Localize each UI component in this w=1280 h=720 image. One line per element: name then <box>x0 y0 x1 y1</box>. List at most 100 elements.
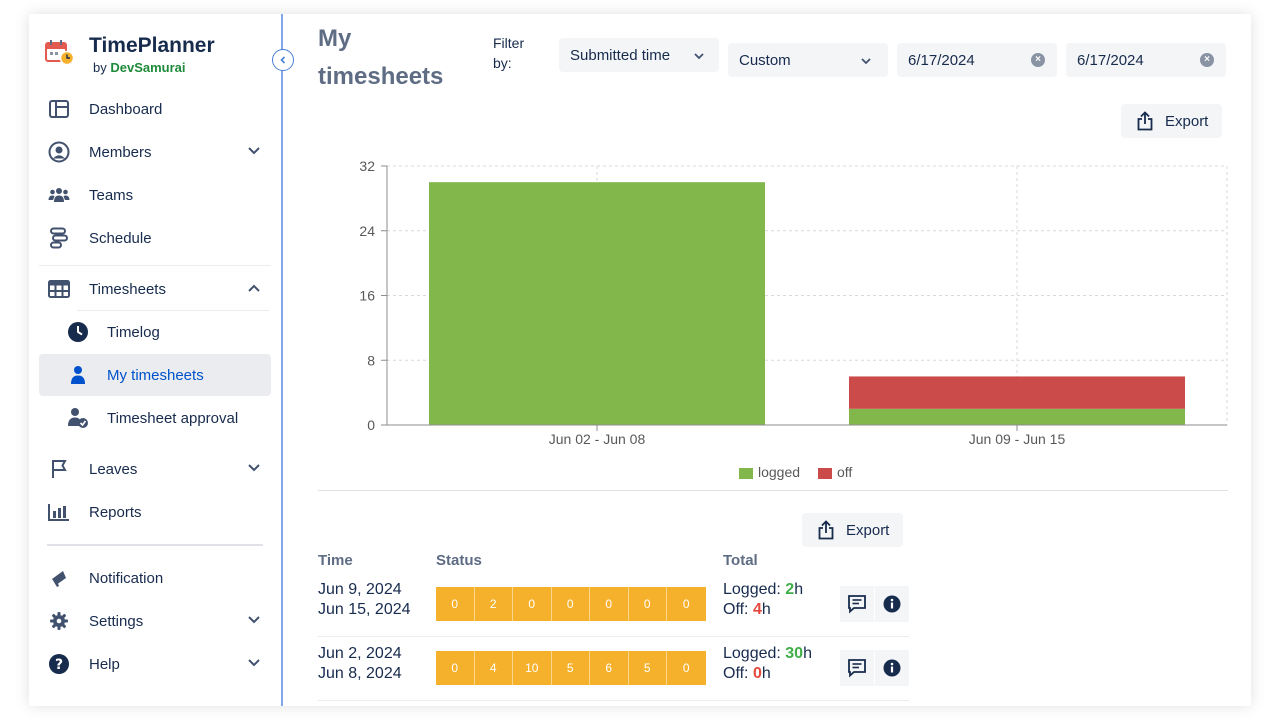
bar-chart-icon <box>48 501 70 523</box>
date-to-input[interactable]: 6/17/2024 × <box>1066 43 1226 77</box>
y-tick-label: 8 <box>367 352 375 368</box>
share-export-icon <box>818 520 834 540</box>
status-day-cell[interactable]: 5 <box>551 651 590 685</box>
nav-timesheets-label: Timesheets <box>89 280 166 298</box>
row-start-date: Jun 9, 2024 <box>318 581 402 598</box>
brand[interactable]: TimePlanner by DevSamurai <box>45 34 215 75</box>
status-day-cell[interactable]: 10 <box>513 651 552 685</box>
chart-export-button[interactable]: Export <box>1121 104 1223 138</box>
nav-help[interactable]: ? Help <box>39 644 271 684</box>
range-select[interactable]: Custom <box>728 43 888 77</box>
info-button[interactable] <box>875 650 909 686</box>
clear-icon[interactable]: × <box>1031 53 1045 67</box>
nav-timelog[interactable]: Timelog <box>39 312 271 352</box>
nav-timelog-label: Timelog <box>107 323 160 341</box>
y-tick-label: 16 <box>359 288 375 304</box>
clear-icon[interactable]: × <box>1200 53 1214 67</box>
subnav-divider <box>77 310 269 311</box>
status-cells: 0 4 10 5 6 5 0 <box>436 651 706 685</box>
status-day-cell[interactable]: 0 <box>667 587 706 621</box>
table-export-button[interactable]: Export <box>802 513 904 547</box>
nav-settings[interactable]: Settings <box>39 601 271 641</box>
info-icon <box>883 659 901 677</box>
status-day-cell[interactable]: 0 <box>628 587 667 621</box>
bar-off <box>849 376 1185 409</box>
off-total: Off: 4h <box>723 601 771 618</box>
range-value: Custom <box>739 51 791 69</box>
comment-icon <box>848 595 866 614</box>
column-header-time: Time <box>318 552 353 569</box>
brand-by-label: by <box>93 60 107 75</box>
chevron-up-icon[interactable] <box>247 281 261 299</box>
nav-timesheets[interactable]: Timesheets <box>39 269 271 309</box>
schedule-icon <box>48 227 70 249</box>
status-day-cell[interactable]: 0 <box>513 587 552 621</box>
chevron-down-icon[interactable] <box>247 144 261 162</box>
chevron-left-icon <box>280 56 286 64</box>
help-circle-icon: ? <box>48 653 70 675</box>
column-header-total: Total <box>723 552 758 569</box>
nav-teams[interactable]: Teams <box>39 175 271 215</box>
table-row[interactable]: Jun 2, 2024 Jun 8, 2024 0 4 10 5 6 5 0 Logged: 30… <box>318 636 909 700</box>
y-tick-label: 0 <box>367 417 375 433</box>
table-grid-icon <box>48 278 70 300</box>
x-tick-label: Jun 09 - Jun 15 <box>969 431 1066 447</box>
user-circle-icon <box>48 141 70 163</box>
row-date-range: Jun 2, 2024 Jun 8, 2024 <box>318 644 402 684</box>
chevron-down-icon <box>860 54 872 71</box>
timesheet-bar-chart: 0 8 16 24 32 Jun 02 - Jun 08 Jun 09 - Jun 15 lo… <box>359 158 1228 480</box>
nav-schedule[interactable]: Schedule <box>39 218 271 258</box>
row-divider <box>318 700 909 701</box>
chevron-down-icon[interactable] <box>247 656 261 674</box>
sidebar-collapse-button[interactable] <box>272 49 294 71</box>
nav-my-timesheets[interactable]: My timesheets <box>39 354 271 396</box>
nav-reports-label: Reports <box>89 503 142 521</box>
chevron-down-icon[interactable] <box>247 461 261 479</box>
nav-schedule-label: Schedule <box>89 229 152 247</box>
nav-reports[interactable]: Reports <box>39 492 271 532</box>
nav-notification-label: Notification <box>89 569 164 587</box>
calendar-clock-logo-icon <box>45 40 75 66</box>
status-day-cell[interactable]: 4 <box>474 651 513 685</box>
nav-members[interactable]: Members <box>39 132 271 172</box>
gear-icon <box>48 610 70 632</box>
page-title: My timesheets <box>318 25 444 90</box>
nav-timesheet-approval-label: Timesheet approval <box>107 409 239 427</box>
legend-label-logged: logged <box>758 464 800 480</box>
y-tick-label: 24 <box>359 223 375 239</box>
info-button[interactable] <box>875 586 909 622</box>
nav-dashboard[interactable]: Dashboard <box>39 89 271 129</box>
comment-icon <box>848 659 866 678</box>
status-day-cell[interactable]: 6 <box>590 651 629 685</box>
table-export-label: Export <box>846 521 890 539</box>
megaphone-icon <box>48 567 70 589</box>
date-from-input[interactable]: 6/17/2024 × <box>897 43 1057 77</box>
dashboard-icon <box>48 98 70 120</box>
row-end-date: Jun 15, 2024 <box>318 601 411 618</box>
status-day-cell[interactable]: 0 <box>436 651 475 685</box>
chevron-down-icon[interactable] <box>247 613 261 631</box>
filter-type-value: Submitted time <box>570 46 671 64</box>
comment-button[interactable] <box>840 586 874 622</box>
status-day-cell[interactable]: 5 <box>628 651 667 685</box>
status-day-cell[interactable]: 2 <box>474 587 513 621</box>
brand-company: DevSamurai <box>110 60 186 75</box>
row-total: Logged: 2h Off: 4h <box>723 580 803 620</box>
comment-button[interactable] <box>840 650 874 686</box>
row-divider <box>318 636 909 637</box>
status-day-cell[interactable]: 0 <box>436 587 475 621</box>
nav-timesheet-approval[interactable]: Timesheet approval <box>39 398 271 438</box>
nav-notification[interactable]: Notification <box>39 558 271 598</box>
nav-dashboard-label: Dashboard <box>89 100 163 118</box>
table-row[interactable]: Jun 9, 2024 Jun 15, 2024 0 2 0 0 0 0 0 Logged: 2h… <box>318 572 909 636</box>
filter-type-select[interactable]: Submitted time <box>559 38 719 72</box>
logged-total: Logged: 2h <box>723 581 804 598</box>
status-day-cell[interactable]: 0 <box>590 587 629 621</box>
user-icon <box>67 364 89 386</box>
row-end-date: Jun 8, 2024 <box>318 665 402 682</box>
nav-my-timesheets-label: My timesheets <box>107 366 204 384</box>
status-day-cell[interactable]: 0 <box>667 651 706 685</box>
nav-leaves[interactable]: Leaves <box>39 449 271 489</box>
status-day-cell[interactable]: 0 <box>551 587 590 621</box>
